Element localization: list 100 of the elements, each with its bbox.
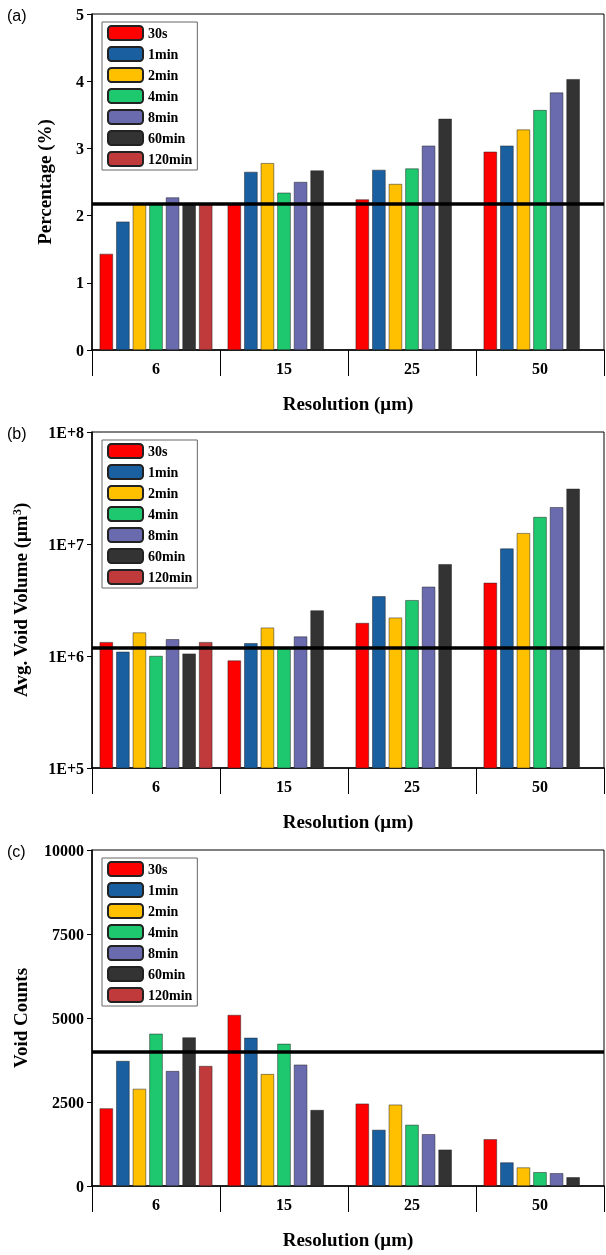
y-tick-label: 2500: [52, 1093, 84, 1111]
chart-title: (c): [7, 842, 26, 860]
y-tick-label: 2: [76, 207, 84, 225]
legend-label: 4min: [148, 924, 179, 940]
legend-label: 30s: [148, 25, 168, 41]
bar: [149, 204, 163, 350]
bar: [199, 1066, 213, 1186]
bar: [244, 1037, 258, 1186]
x-tick-label: 6: [152, 1195, 160, 1213]
bar: [533, 110, 547, 350]
y-tick-label: 1: [76, 274, 84, 292]
bar: [421, 145, 436, 350]
y-tick-label: 0: [76, 1177, 84, 1195]
legend-label: 30s: [148, 443, 168, 459]
legend-label: 8min: [148, 109, 179, 125]
x-axis-title: Resolution (μm): [282, 393, 414, 415]
bar: [500, 145, 514, 350]
bar: [182, 1037, 196, 1186]
legend-label: 2min: [148, 485, 179, 501]
y-tick-label: 5: [76, 5, 84, 23]
legend-label: 1min: [148, 46, 179, 62]
bar: [132, 1088, 147, 1186]
y-axis-title: Avg. Void Volume (μm3): [10, 502, 32, 697]
bar: [116, 221, 130, 350]
bar: [99, 1108, 113, 1186]
y-tick-label: 1E+6: [48, 647, 84, 665]
bar: [388, 184, 403, 350]
chart-title: (b): [7, 424, 27, 442]
bar: [372, 1129, 386, 1186]
x-tick-label: 15: [276, 1195, 292, 1213]
x-tick-label: 15: [276, 359, 292, 377]
x-tick-label: 15: [276, 777, 292, 795]
bar: [438, 118, 452, 350]
legend-label: 120min: [148, 151, 193, 167]
bar: [260, 1074, 275, 1186]
x-tick-label: 6: [152, 777, 160, 795]
bar: [199, 204, 213, 350]
legend-label: 4min: [148, 506, 179, 522]
bar: [293, 182, 308, 350]
bar: [533, 1172, 547, 1186]
y-tick-label: 1E+8: [48, 423, 84, 441]
bar: [310, 1110, 324, 1186]
x-tick-label: 25: [404, 1195, 420, 1213]
legend-label: 8min: [148, 527, 179, 543]
x-tick-label: 6: [152, 359, 160, 377]
bar: [116, 1061, 130, 1186]
bar: [405, 1124, 419, 1186]
x-tick-label: 50: [532, 359, 548, 377]
bar: [516, 129, 531, 350]
bar: [244, 171, 258, 350]
x-tick-label: 25: [404, 359, 420, 377]
y-tick-label: 4: [76, 72, 84, 90]
x-axis-title: Resolution (μm): [282, 1229, 414, 1251]
x-tick-label: 25: [404, 777, 420, 795]
bar: [310, 170, 324, 350]
bar: [277, 192, 291, 350]
bar: [149, 1033, 163, 1186]
y-tick-label: 10000: [44, 841, 84, 859]
legend-label: 60min: [148, 130, 186, 146]
x-tick-label: 50: [532, 777, 548, 795]
legend-label: 2min: [148, 67, 179, 83]
legend-label: 1min: [148, 464, 179, 480]
bar: [549, 92, 564, 350]
legend-label: 60min: [148, 548, 186, 564]
bar: [421, 1134, 436, 1186]
y-tick-label: 1E+5: [48, 759, 84, 777]
bar: [566, 79, 580, 350]
bar: [260, 163, 275, 350]
legend-label: 120min: [148, 569, 193, 585]
y-tick-label: 3: [76, 139, 84, 157]
bar: [165, 1071, 180, 1186]
bar: [227, 204, 241, 350]
bar: [483, 1139, 497, 1186]
bar: [549, 1173, 564, 1186]
y-axis-title: Void Counts: [10, 967, 31, 1069]
bar: [182, 204, 196, 350]
bar: [277, 1043, 291, 1186]
bar: [99, 253, 113, 350]
bar: [516, 1167, 531, 1186]
x-axis-title: Resolution (μm): [282, 811, 414, 833]
y-tick-label: 1E+7: [48, 535, 84, 553]
bar: [372, 169, 386, 350]
bar: [438, 1149, 452, 1186]
bar: [500, 1162, 514, 1186]
bar: [132, 204, 147, 350]
y-tick-label: 7500: [52, 925, 84, 943]
y-axis-title: Percentage (%): [34, 119, 56, 245]
y-tick-label: 5000: [52, 1009, 84, 1027]
chart-title: (a): [7, 6, 27, 24]
bar: [227, 1014, 241, 1186]
bar: [405, 168, 419, 350]
legend-label: 30s: [148, 861, 168, 877]
legend-label: 4min: [148, 88, 179, 104]
legend-label: 2min: [148, 903, 179, 919]
bar: [355, 199, 369, 350]
x-tick-label: 50: [532, 1195, 548, 1213]
bar: [355, 1103, 369, 1186]
bar: [483, 151, 497, 350]
legend-label: 60min: [148, 966, 186, 982]
y-tick-label: 0: [76, 341, 84, 359]
